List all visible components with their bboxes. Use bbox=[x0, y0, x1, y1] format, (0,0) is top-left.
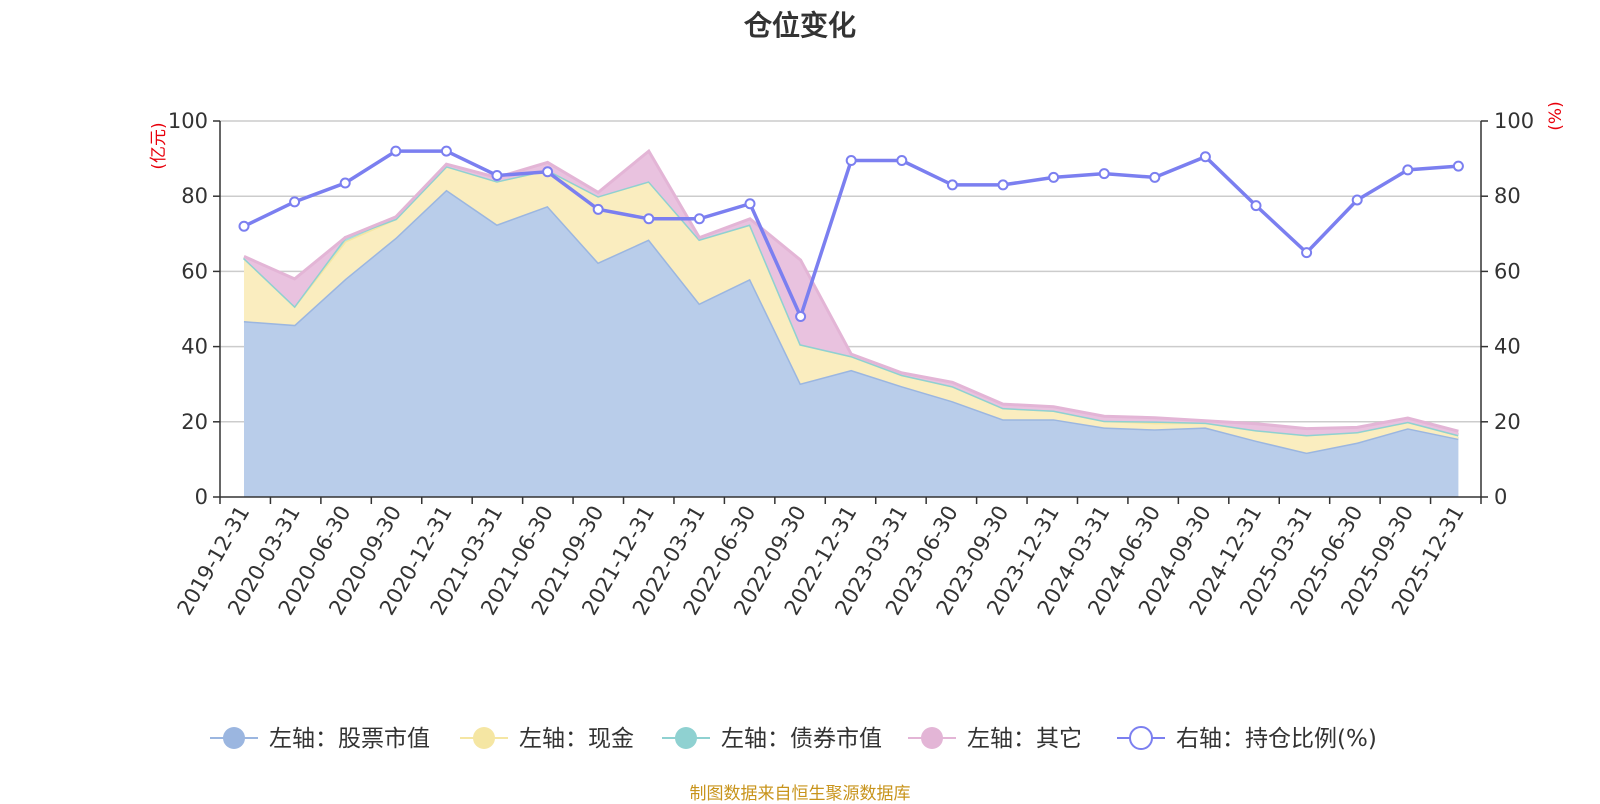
legend-marker bbox=[223, 727, 245, 749]
legend-marker bbox=[921, 727, 943, 749]
ratio-point bbox=[1149, 171, 1161, 183]
legend-item[interactable]: 左轴：现金 bbox=[460, 726, 634, 752]
ratio-point bbox=[795, 311, 807, 323]
ratio-point bbox=[1098, 168, 1110, 180]
ratio-point bbox=[542, 166, 554, 178]
ratio-point bbox=[845, 154, 857, 166]
legend-label: 左轴：债券市值 bbox=[721, 726, 882, 752]
legend-item[interactable]: 右轴：持仓比例(%) bbox=[1117, 726, 1377, 752]
left-tick-label: 0 bbox=[195, 485, 208, 509]
ratio-point bbox=[440, 145, 452, 157]
legend-marker bbox=[473, 727, 495, 749]
chart-title: 仓位变化 bbox=[743, 9, 856, 42]
ratio-point bbox=[390, 145, 402, 157]
area-左轴：股票市值 bbox=[244, 189, 1459, 498]
ratio-point bbox=[1402, 164, 1414, 176]
left-tick-label: 100 bbox=[168, 109, 208, 133]
ratio-point bbox=[997, 179, 1009, 191]
ratio-point bbox=[643, 213, 655, 225]
legend-label: 左轴：其它 bbox=[967, 726, 1082, 752]
ratio-point bbox=[1301, 247, 1313, 259]
ratio-point bbox=[744, 198, 756, 210]
ratio-point bbox=[1199, 151, 1211, 163]
right-axis-unit: (%) bbox=[1546, 101, 1566, 130]
right-tick-label: 0 bbox=[1494, 485, 1507, 509]
legend: 左轴：股票市值 左轴：现金 左轴：债券市值 左轴：其它 右轴：持仓比例(%) bbox=[210, 726, 1377, 752]
ratio-point bbox=[339, 177, 351, 189]
left-tick-label: 40 bbox=[181, 335, 208, 359]
ratio-point bbox=[491, 170, 503, 182]
ratio-point bbox=[1452, 160, 1464, 172]
ratio-point bbox=[896, 154, 908, 166]
ratio-line-layer bbox=[238, 145, 1464, 323]
ratio-point bbox=[946, 179, 958, 191]
right-tick-label: 100 bbox=[1494, 109, 1534, 133]
legend-label: 右轴：持仓比例(%) bbox=[1176, 726, 1377, 752]
ratio-point bbox=[1351, 194, 1363, 206]
legend-marker bbox=[1129, 726, 1153, 750]
left-tick-label: 20 bbox=[181, 410, 208, 434]
source-note: 制图数据来自恒生聚源数据库 bbox=[689, 784, 911, 804]
ratio-point bbox=[289, 196, 301, 208]
right-tick-label: 20 bbox=[1494, 410, 1521, 434]
stacked-areas bbox=[242, 148, 1459, 498]
left-tick-label: 80 bbox=[181, 184, 208, 208]
legend-label: 左轴：现金 bbox=[519, 726, 634, 752]
ratio-point bbox=[1048, 171, 1060, 183]
legend-label: 左轴：股票市值 bbox=[269, 726, 430, 752]
area-edge-左轴：其它 bbox=[243, 148, 1459, 433]
legend-marker bbox=[675, 727, 697, 749]
right-tick-label: 80 bbox=[1494, 184, 1521, 208]
legend-item[interactable]: 左轴：其它 bbox=[908, 726, 1082, 752]
left-tick-label: 60 bbox=[181, 259, 208, 283]
left-axis-unit: (亿元) bbox=[149, 122, 169, 169]
right-tick-label: 60 bbox=[1494, 259, 1521, 283]
legend-item[interactable]: 左轴：股票市值 bbox=[210, 726, 430, 752]
ratio-point bbox=[1250, 200, 1262, 212]
ratio-point bbox=[592, 203, 604, 215]
right-tick-label: 40 bbox=[1494, 335, 1521, 359]
ratio-point bbox=[238, 220, 250, 232]
legend-item[interactable]: 左轴：债券市值 bbox=[662, 726, 882, 752]
ratio-point bbox=[693, 213, 705, 225]
